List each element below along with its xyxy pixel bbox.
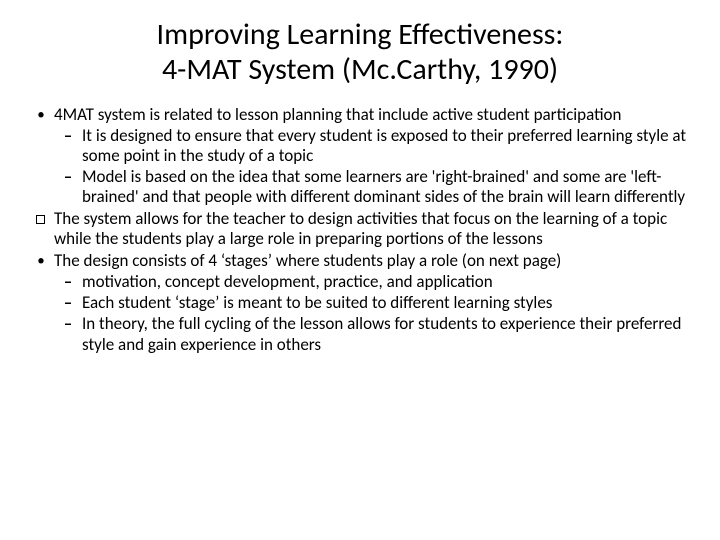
bullet-list: • 4MAT system is related to lesson plann…	[28, 105, 692, 355]
disc-icon: •	[34, 251, 48, 271]
slide-body: • 4MAT system is related to lesson plann…	[28, 105, 692, 355]
dash-icon: –	[60, 314, 76, 334]
list-item: • 4MAT system is related to lesson plann…	[28, 105, 692, 207]
dash-icon: –	[60, 126, 76, 146]
item-text: motivation, concept development, practic…	[82, 271, 493, 292]
list-item: – motivation, concept development, pract…	[54, 272, 692, 292]
item-text: The design consists of 4 ‘stages’ where …	[54, 250, 561, 271]
list-item: – In theory, the full cycling of the les…	[54, 314, 692, 354]
dash-icon: –	[60, 293, 76, 313]
list-item: • The design consists of 4 ‘stages’ wher…	[28, 251, 692, 354]
list-item: – Each student ‘stage’ is meant to be su…	[54, 293, 692, 313]
item-text: In theory, the full cycling of the lesso…	[82, 313, 681, 354]
item-text: Model is based on the idea that some lea…	[82, 166, 685, 207]
list-item: – Model is based on the idea that some l…	[54, 167, 692, 207]
sub-list: – motivation, concept development, pract…	[54, 272, 692, 354]
item-text: The system allows for the teacher to des…	[54, 208, 667, 249]
dash-icon: –	[60, 167, 76, 187]
dash-icon: –	[60, 272, 76, 292]
list-item: The system allows for the teacher to des…	[28, 209, 692, 249]
item-text: Each student ‘stage’ is meant to be suit…	[82, 292, 552, 313]
item-text: It is designed to ensure that every stud…	[82, 125, 686, 166]
square-icon	[34, 209, 48, 229]
disc-icon: •	[34, 105, 48, 125]
title-line-1: Improving Learning Effectiveness:	[157, 16, 564, 53]
list-item: – It is designed to ensure that every st…	[54, 126, 692, 166]
slide-title: Improving Learning Effectiveness: 4-MAT …	[48, 18, 672, 87]
sub-list: – It is designed to ensure that every st…	[54, 126, 692, 207]
title-line-2: 4-MAT System (Mc.Carthy, 1990)	[162, 51, 558, 88]
item-text: 4MAT system is related to lesson plannin…	[54, 104, 621, 125]
